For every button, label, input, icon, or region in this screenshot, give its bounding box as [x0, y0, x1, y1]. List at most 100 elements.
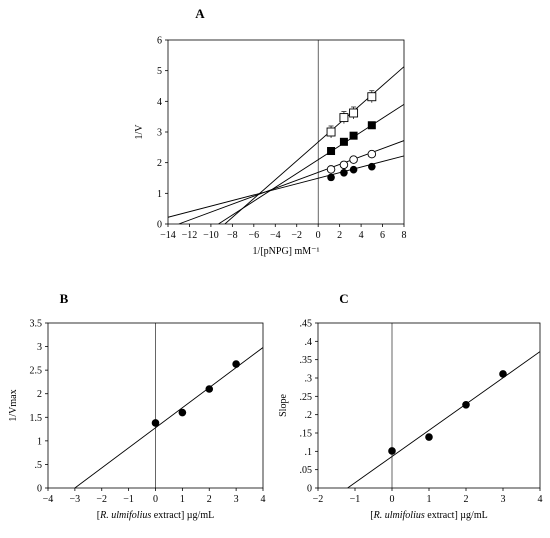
- x-axis-label: 1/[pNPG] mM⁻¹: [253, 246, 320, 257]
- x-tick-label: −6: [248, 230, 259, 241]
- data-point: [367, 149, 377, 159]
- x-axis-label-unit: extract] µg/mL: [425, 510, 488, 521]
- series-1: [178, 140, 404, 224]
- data-point: [151, 419, 160, 427]
- x-tick-label: −2: [291, 230, 302, 241]
- y-tick-label: .45: [300, 319, 313, 330]
- fit-line: [74, 347, 263, 488]
- y-tick-label: .15: [300, 429, 313, 440]
- fit-line: [168, 155, 404, 218]
- y-tick-label: 3: [157, 128, 162, 139]
- y-tick-label: .05: [300, 465, 313, 476]
- x-axis-label-open: [: [97, 510, 100, 521]
- y-axis-label: 1/V: [134, 124, 145, 140]
- y-tick-label: .2: [305, 410, 313, 421]
- y-tick-label: .4: [305, 337, 313, 348]
- x-axis-label-species: R. ulmifolius: [99, 510, 151, 521]
- fit-line: [224, 66, 404, 224]
- y-tick-label: 1: [37, 436, 42, 447]
- x-tick-label: 2: [337, 230, 342, 241]
- x-tick-label: 0: [316, 230, 321, 241]
- y-tick-label: .5: [35, 460, 43, 471]
- data-point: [368, 162, 376, 171]
- y-tick-label: 3: [37, 342, 42, 353]
- series-2: [218, 104, 404, 224]
- x-tick-label: 8: [402, 230, 407, 241]
- y-tick-label: 0: [37, 484, 42, 495]
- data-point: [178, 408, 187, 417]
- x-tick-label: 3: [501, 494, 506, 505]
- data-point: [367, 121, 376, 130]
- y-tick-label: 6: [157, 36, 162, 47]
- panel-label: C: [339, 291, 348, 306]
- data-point: [339, 160, 349, 170]
- x-tick-label: −2: [96, 494, 107, 505]
- x-tick-label: 2: [464, 494, 469, 505]
- data-point: [349, 108, 359, 118]
- x-tick-label: −3: [70, 494, 81, 505]
- y-axis-label: Slope: [278, 394, 289, 417]
- x-tick-label: 1: [180, 494, 185, 505]
- x-tick-label: 0: [390, 494, 395, 505]
- y-tick-label: 1: [157, 189, 162, 200]
- x-tick-label: −8: [227, 230, 238, 241]
- data-point: [462, 400, 470, 409]
- y-tick-label: 3.5: [30, 319, 43, 330]
- data-point: [349, 165, 358, 174]
- y-tick-label: 2: [37, 389, 42, 400]
- x-tick-label: −14: [160, 230, 176, 241]
- y-tick-label: 0: [307, 484, 312, 495]
- data-point: [339, 137, 348, 146]
- fit-line: [347, 351, 540, 488]
- x-tick-label: −12: [182, 230, 198, 241]
- x-axis-label-open: [: [370, 510, 373, 521]
- x-tick-label: 2: [207, 494, 212, 505]
- data-point: [326, 165, 336, 174]
- y-tick-label: 5: [157, 66, 162, 77]
- data-point: [326, 127, 336, 137]
- chart-panel-B: B −4 −3 −2 −1 0 1 2 3 4 0 .5 1 1.5 2 2.5 3 3.5 [R. ulmifol…: [8, 291, 266, 521]
- x-tick-label: 4: [538, 494, 543, 505]
- y-tick-label: .25: [300, 392, 313, 403]
- data-point: [349, 155, 358, 164]
- data-point: [339, 113, 349, 123]
- data-point: [349, 131, 358, 140]
- y-axis-label: 1/Vmax: [8, 389, 19, 421]
- x-axis-label: [R. ulmifolius extract] µg/mL: [97, 510, 214, 521]
- x-tick-label: −4: [270, 230, 281, 241]
- fit-line: [218, 104, 404, 224]
- panel-label: B: [60, 291, 69, 306]
- x-axis-label-species: R. ulmifolius: [373, 510, 425, 521]
- x-tick-label: −1: [350, 494, 361, 505]
- data-point: [425, 433, 433, 441]
- x-tick-label: −10: [203, 230, 219, 241]
- plot-frame: [167, 39, 405, 225]
- x-axis-label-unit: extract] µg/mL: [151, 510, 214, 521]
- series-3: [224, 66, 404, 224]
- x-tick-label: 0: [153, 494, 158, 505]
- fit-line: [178, 140, 404, 224]
- data-point: [327, 147, 336, 156]
- chart-panel-A: A −14 −12 −10 −8 −6 −4 −2 0 2 4 6 8 0 1 2 3 4 5 6 1/[pNPG] m…: [134, 6, 407, 257]
- y-tick-label: .3: [305, 374, 313, 385]
- data-point: [205, 385, 214, 393]
- plot-frame: [317, 322, 541, 489]
- x-tick-label: 6: [380, 230, 385, 241]
- data-point: [232, 360, 240, 368]
- data-point: [367, 92, 377, 102]
- x-tick-label: −1: [123, 494, 134, 505]
- x-tick-label: −2: [313, 494, 324, 505]
- data-point: [499, 370, 507, 378]
- x-tick-label: 1: [427, 494, 432, 505]
- y-tick-label: 1.5: [30, 413, 43, 424]
- y-tick-label: 2: [157, 158, 162, 169]
- chart-panel-C: C −2 −1 0 1 2 3 4 0 .05 .1 .15 .2 .25 .3 .35 .4 .45 [R. ul…: [278, 291, 543, 521]
- y-tick-label: 0: [157, 220, 162, 231]
- y-tick-label: .1: [305, 447, 313, 458]
- series-0: [168, 155, 404, 218]
- x-tick-label: −4: [43, 494, 54, 505]
- series-0: [347, 351, 540, 488]
- x-tick-label: 3: [234, 494, 239, 505]
- panel-label: A: [195, 6, 205, 21]
